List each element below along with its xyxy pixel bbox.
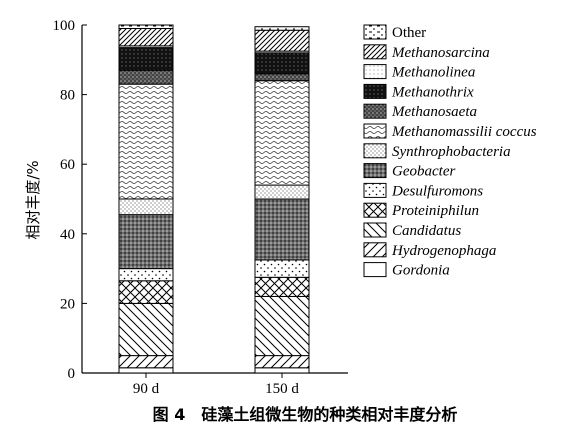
figure-caption: 图 4 硅藻土组微生物的种类相对丰度分析 bbox=[153, 405, 458, 424]
legend-swatch bbox=[363, 242, 387, 258]
legend-label: Candidatus bbox=[392, 223, 461, 239]
legend: Other Methanosarcina Methanolinea Methanoth… bbox=[363, 24, 537, 279]
y-tick-label: 80 bbox=[60, 88, 75, 104]
y-tick-label: 60 bbox=[60, 157, 75, 173]
bar-segment bbox=[254, 367, 310, 374]
y-tick-label: 40 bbox=[60, 227, 75, 243]
legend-swatch bbox=[363, 262, 387, 278]
x-tick-label: 150 d bbox=[265, 381, 299, 397]
y-axis-label: 相对丰度/% bbox=[24, 160, 42, 239]
bar-segment bbox=[118, 214, 174, 270]
legend-label: Geobacter bbox=[392, 164, 455, 180]
bar-segment bbox=[118, 302, 174, 357]
legend-label: Methanothrix bbox=[391, 84, 474, 100]
legend-swatch bbox=[363, 103, 387, 119]
bar-segment bbox=[254, 80, 310, 186]
bar-segment bbox=[254, 184, 310, 200]
bar-segment bbox=[254, 52, 310, 75]
axes: 0 20 40 60 80 100 90 d 150 d bbox=[53, 18, 348, 397]
y-tick-label: 0 bbox=[68, 366, 76, 382]
bar-segment bbox=[118, 198, 174, 216]
legend-swatch bbox=[363, 83, 387, 99]
y-tick-label: 100 bbox=[53, 18, 76, 34]
bar-segment bbox=[254, 26, 310, 31]
legend-label: Methanosaeta bbox=[391, 104, 477, 120]
bar-segment bbox=[254, 295, 310, 357]
legend-swatch bbox=[363, 64, 387, 80]
bar-segment bbox=[118, 27, 174, 47]
legend-label: Other bbox=[392, 25, 426, 41]
legend-swatch bbox=[363, 24, 387, 40]
bar-segment bbox=[254, 198, 310, 261]
legend-label: Synthrophobacteria bbox=[392, 144, 511, 160]
legend-label: Gordonia bbox=[392, 263, 450, 279]
legend-label: Methanosarcina bbox=[391, 45, 490, 61]
legend-swatch bbox=[363, 123, 387, 139]
legend-label: Hydrogenophaga bbox=[391, 243, 496, 259]
bar-segment bbox=[254, 355, 310, 369]
legend-swatch bbox=[363, 163, 387, 179]
legend-swatch bbox=[363, 222, 387, 238]
bar-segment bbox=[118, 24, 174, 29]
bar-segment bbox=[254, 29, 310, 52]
bar-segment bbox=[118, 367, 174, 374]
bars bbox=[118, 24, 310, 374]
bar-segment bbox=[254, 276, 310, 297]
bar-segment bbox=[118, 69, 174, 85]
bar-segment bbox=[118, 268, 174, 282]
bar-segment bbox=[118, 47, 174, 71]
bar-segment bbox=[254, 259, 310, 278]
legend-swatch bbox=[363, 143, 387, 159]
bar-segment bbox=[118, 355, 174, 369]
legend-swatch bbox=[363, 182, 387, 198]
legend-label: Desulfuromons bbox=[391, 183, 483, 199]
legend-swatch bbox=[363, 202, 387, 218]
bar-segment bbox=[254, 73, 310, 82]
x-tick-label: 90 d bbox=[133, 381, 160, 397]
legend-swatch bbox=[363, 44, 387, 60]
y-tick-label: 20 bbox=[60, 296, 75, 312]
bar-segment bbox=[118, 280, 174, 304]
legend-label: Proteiniphilun bbox=[391, 203, 479, 219]
legend-label: Methanomassilii coccus bbox=[391, 124, 537, 140]
bar-segment bbox=[118, 83, 174, 200]
legend-label: Methanolinea bbox=[391, 65, 475, 81]
